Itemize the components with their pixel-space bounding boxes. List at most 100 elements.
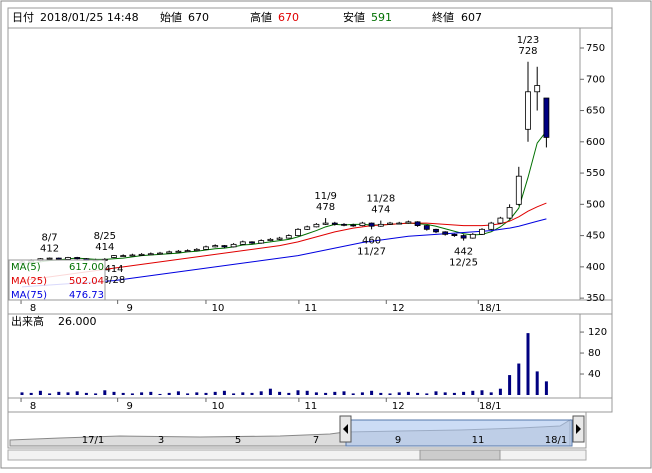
x-tick-label: 10 <box>212 303 225 314</box>
legend-name: MA(5) <box>11 262 41 273</box>
volume-bar <box>222 390 226 395</box>
legend-value: 502.04 <box>69 276 104 287</box>
candle-body <box>74 257 81 260</box>
candle-body <box>157 252 163 255</box>
candle-body <box>55 257 62 260</box>
candle-body <box>111 255 117 258</box>
volume-bar <box>498 388 502 395</box>
candle-body <box>46 257 53 260</box>
y-tick-label: 80 <box>588 348 601 359</box>
volume-last: 26.000 <box>58 315 97 328</box>
volume-bar <box>544 381 548 395</box>
annotation-value: 414 <box>95 242 114 253</box>
candle-body <box>469 233 476 239</box>
volume-bar <box>379 392 383 395</box>
legend-value: 476.73 <box>69 290 104 301</box>
annotation-date: 8/25 <box>94 231 116 242</box>
x-tick-label: 11 <box>305 401 318 412</box>
candle-body <box>405 221 412 224</box>
navigator-label: 3 <box>158 435 164 446</box>
candle-body <box>175 250 182 253</box>
candle-body <box>368 222 375 227</box>
candle-body <box>377 223 384 227</box>
volume-bar <box>526 333 530 395</box>
x-tick-label: 11 <box>305 303 318 314</box>
volume-bar <box>517 363 521 395</box>
volume-axis <box>579 313 613 399</box>
volume-bar <box>360 392 364 395</box>
candle-body <box>488 222 495 230</box>
volume-bar <box>489 392 493 395</box>
volume-bar <box>416 392 420 395</box>
volume-bar <box>84 392 88 395</box>
candle-body <box>184 250 191 253</box>
candle-body <box>285 235 292 239</box>
y-tick-label: 450 <box>586 231 605 242</box>
candle-body <box>212 245 219 248</box>
y-tick-label: 120 <box>588 327 607 338</box>
x-tick-label: 8 <box>30 401 36 412</box>
volume-bar <box>287 392 291 395</box>
candle-body <box>341 223 347 226</box>
candle-body <box>276 237 283 240</box>
candle-body <box>525 91 531 130</box>
close-value: 607 <box>461 11 482 24</box>
volume-bar <box>130 393 134 395</box>
candle-body <box>129 254 136 257</box>
y-tick-label: 400 <box>586 262 605 273</box>
volume-bar <box>342 391 346 395</box>
annotation-date: 8/28 <box>103 275 125 286</box>
volume-bar <box>370 390 374 395</box>
datetime: 2018/01/25 14:48 <box>40 11 139 24</box>
y-tick-label: 40 <box>588 369 601 380</box>
x-tick-label: 8 <box>30 303 36 314</box>
candle-body <box>543 97 550 138</box>
volume-bar <box>314 392 318 395</box>
annotation-value: 474 <box>371 205 390 216</box>
annotation-date: 11/27 <box>357 246 386 257</box>
volume-bar <box>443 392 447 395</box>
volume-bar <box>434 391 438 395</box>
candle-body <box>350 224 357 227</box>
volume-bar <box>204 392 208 395</box>
volume-plot <box>7 313 581 399</box>
annotation-date: 8/7 <box>42 232 58 243</box>
navigator-selection[interactable] <box>345 419 573 447</box>
candle-body <box>230 243 237 248</box>
arrow-icon <box>576 424 581 434</box>
scrollbar[interactable] <box>7 449 587 461</box>
y-tick-label: 350 <box>586 293 605 304</box>
candle-body <box>433 228 439 233</box>
y-tick-label: 650 <box>586 106 605 117</box>
volume-bar <box>406 391 410 395</box>
x-tick-label: 9 <box>126 401 132 412</box>
candle-body <box>147 253 154 256</box>
annotation-date: 1/23 <box>517 35 539 46</box>
y-tick-label: 550 <box>586 168 605 179</box>
candle-body <box>497 217 504 224</box>
volume-bar <box>333 391 337 395</box>
open-value: 670 <box>188 11 209 24</box>
legend <box>8 259 106 301</box>
low-value: 591 <box>371 11 392 24</box>
volume-bar <box>425 393 429 395</box>
candle-body <box>267 238 274 241</box>
date-label: 日付 <box>12 11 34 24</box>
volume-bar <box>20 392 24 395</box>
volume-bar <box>48 393 52 395</box>
candle-body <box>120 255 127 258</box>
volume-bar <box>452 392 456 395</box>
scrollbar-thumb[interactable] <box>419 449 501 461</box>
volume-bar <box>535 371 539 395</box>
x-tick-label: 9 <box>126 303 132 314</box>
volume-bar <box>462 391 466 395</box>
candle-body <box>479 228 485 235</box>
legend-value: 617.00 <box>69 262 104 273</box>
navigator-label: 17/1 <box>82 435 104 446</box>
volume-bar <box>241 392 245 395</box>
low-label: 安値 <box>343 10 365 24</box>
annotation-value: 460 <box>362 235 381 246</box>
x-tick-label: 18/1 <box>479 303 501 314</box>
volume-bar <box>324 392 328 395</box>
candle-body <box>506 207 513 219</box>
